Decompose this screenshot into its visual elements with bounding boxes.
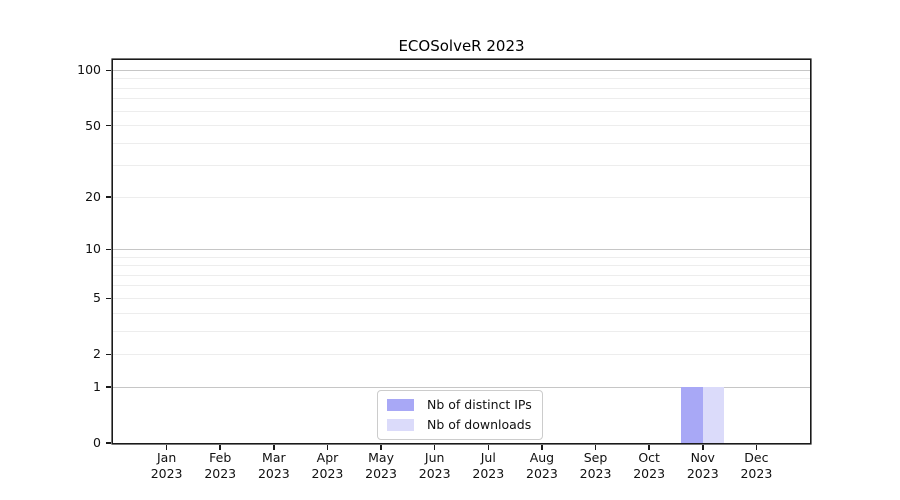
x-tick-label: Aug 2023 <box>510 450 574 481</box>
x-tick-label-line: Nov <box>690 450 715 465</box>
y-axis-tick <box>106 69 112 72</box>
x-tick-label-line: Jun <box>424 450 445 465</box>
y-gridline-major <box>113 248 810 250</box>
y-tick-label: 10 <box>85 241 101 257</box>
bar-nb-of-distinct-ips <box>681 387 703 443</box>
y-axis-tick <box>106 124 112 127</box>
x-tick-label-line: Sep <box>583 450 608 465</box>
y-axis-tick <box>106 248 112 251</box>
x-tick-label: Jul 2023 <box>456 450 520 481</box>
x-tick-label-line: 2023 <box>365 465 397 481</box>
x-tick-label-line: Dec <box>744 450 769 465</box>
y-tick-label: 2 <box>93 346 101 362</box>
legend-item-distinct-ips: Nb of distinct IPs <box>387 397 532 412</box>
x-tick-label-line: Aug <box>529 450 555 465</box>
x-axis-tick <box>755 444 758 450</box>
x-axis-tick <box>594 444 597 450</box>
x-tick-label-line: Apr <box>316 450 339 465</box>
y-axis-tick <box>106 196 112 199</box>
y-axis-tick <box>106 353 112 356</box>
x-tick-label-line: 2023 <box>204 465 237 481</box>
legend-item-downloads: Nb of downloads <box>387 417 532 432</box>
x-tick-label-line: 2023 <box>311 465 344 481</box>
x-tick-label-line: 2023 <box>740 465 773 481</box>
x-tick-label-line: 2023 <box>526 465 558 481</box>
x-tick-label-line: 2023 <box>257 465 290 481</box>
y-tick-label: 20 <box>85 189 101 205</box>
y-gridline-minor <box>113 297 810 299</box>
x-tick-label: May 2023 <box>349 450 413 481</box>
x-tick-label-line: 2023 <box>150 465 183 481</box>
y-axis-tick <box>106 386 112 388</box>
x-axis-tick <box>648 444 650 450</box>
y-gridline-minor <box>113 196 810 198</box>
y-tick-label: 0 <box>93 435 101 450</box>
y-axis-tick <box>106 442 112 444</box>
y-gridline-minor <box>113 165 810 167</box>
x-tick-label: Sep 2023 <box>564 450 628 481</box>
x-tick-label: Jun 2023 <box>403 450 467 481</box>
y-gridline-minor <box>113 265 810 267</box>
x-tick-label: Dec 2023 <box>724 450 788 481</box>
x-tick-label: Nov 2023 <box>671 450 735 481</box>
x-tick-label-line: 2023 <box>579 465 612 481</box>
x-tick-label-line: 2023 <box>633 465 666 481</box>
legend-label-distinct-ips: Nb of distinct IPs <box>427 397 532 412</box>
x-tick-label-line: 2023 <box>472 465 505 481</box>
y-tick-label: 50 <box>85 117 101 133</box>
legend: Nb of distinct IPs Nb of downloads <box>377 390 543 440</box>
x-axis-tick <box>273 444 275 450</box>
y-gridline-major <box>113 386 810 388</box>
chart-title: ECOSolveR 2023 <box>398 37 525 55</box>
y-gridline-major <box>113 69 810 71</box>
x-tick-label: Mar 2023 <box>242 450 306 481</box>
x-tick-label: Oct 2023 <box>617 450 681 481</box>
x-axis-tick <box>326 444 329 450</box>
x-axis-tick <box>433 444 436 450</box>
x-axis-tick <box>380 444 382 450</box>
x-axis-tick <box>487 444 490 450</box>
y-gridline-minor <box>113 285 810 287</box>
x-tick-label-line: Feb <box>209 450 232 465</box>
y-tick-label: 5 <box>93 290 101 306</box>
legend-swatch-downloads <box>387 418 414 431</box>
x-tick-label-line: Mar <box>262 450 286 465</box>
y-gridline-minor <box>113 330 810 332</box>
legend-label-downloads: Nb of downloads <box>427 417 532 432</box>
y-gridline-minor <box>113 312 810 314</box>
y-tick-label: 100 <box>77 62 101 78</box>
y-gridline-minor <box>113 98 810 100</box>
x-tick-label-line: Jul <box>480 450 496 465</box>
y-gridline-minor <box>113 274 810 276</box>
y-gridline-minor <box>113 256 810 258</box>
x-tick-label-line: Oct <box>638 450 660 465</box>
y-tick-label: 1 <box>93 379 101 395</box>
y-gridline-minor <box>113 142 810 144</box>
y-gridline-minor <box>113 78 810 80</box>
x-tick-label-line: Jan <box>156 450 177 465</box>
x-tick-label-line: 2023 <box>686 465 719 481</box>
y-axis-tick <box>106 297 112 300</box>
y-gridline-minor <box>113 125 810 127</box>
y-gridline-minor <box>113 110 810 112</box>
x-tick-label: Feb 2023 <box>188 450 252 481</box>
y-gridline-minor <box>113 353 810 355</box>
x-axis-tick <box>541 444 543 450</box>
x-axis-tick <box>165 444 168 450</box>
x-tick-label: Apr 2023 <box>295 450 359 481</box>
x-tick-label-line: May <box>368 450 394 465</box>
legend-swatch-distinct-ips <box>387 398 414 411</box>
x-tick-label: Jan 2023 <box>135 450 199 481</box>
x-axis-tick <box>219 444 222 450</box>
x-tick-label-line: 2023 <box>418 465 451 481</box>
bar-nb-of-downloads <box>702 387 725 443</box>
plot-area <box>113 60 810 443</box>
x-axis-tick <box>701 444 704 450</box>
y-gridline-minor <box>113 87 810 89</box>
